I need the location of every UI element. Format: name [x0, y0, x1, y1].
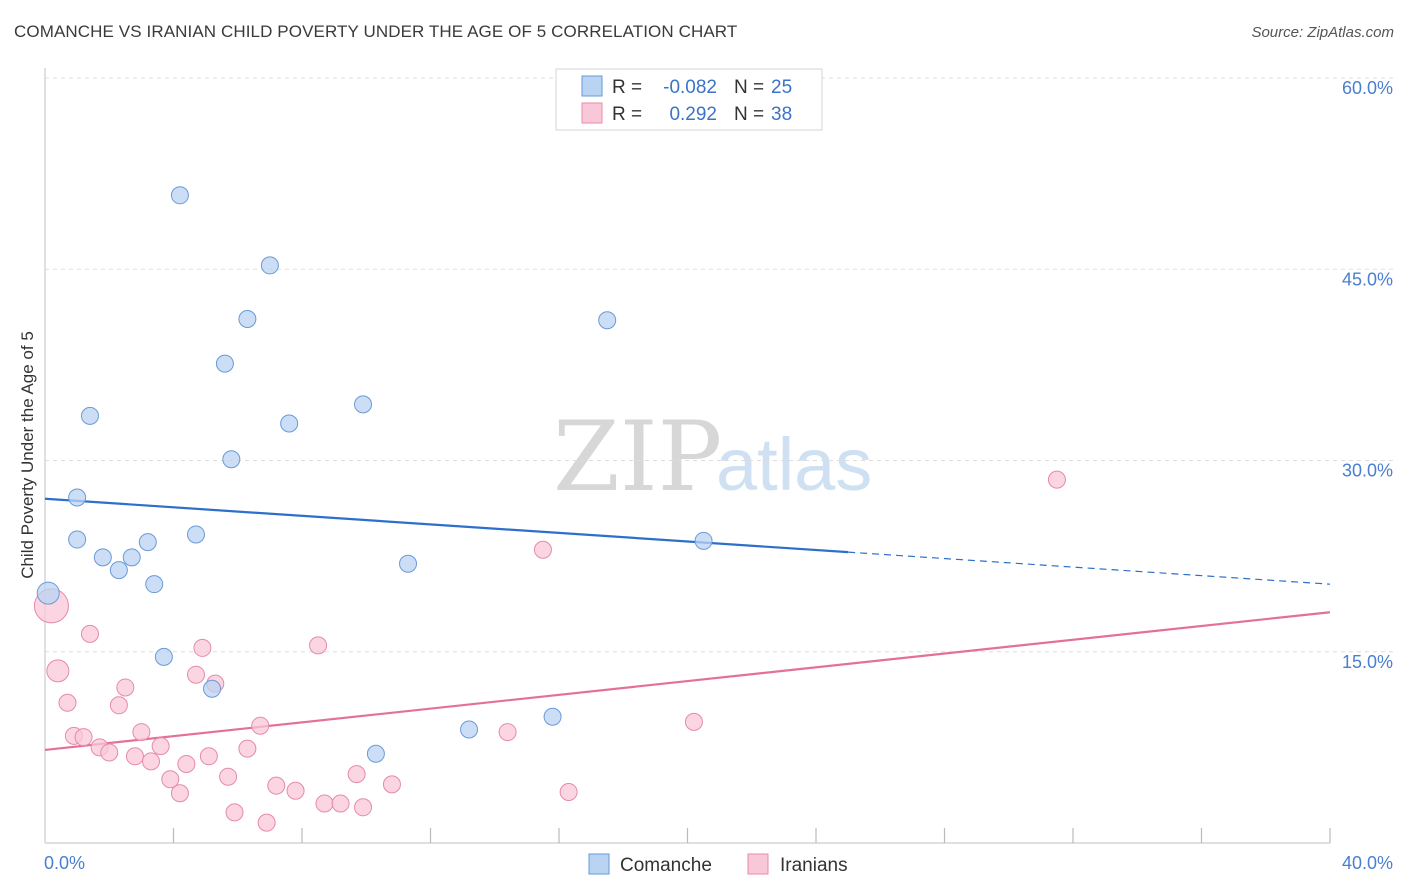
legend-comanche-n-value: 25: [771, 77, 792, 98]
iranians-point-8: [109, 696, 128, 715]
legend-iranians-r-label: R =: [612, 104, 642, 125]
comanche-point-3: [80, 406, 99, 425]
iranians-point-21: [219, 767, 238, 786]
grid-lines: [45, 77, 1393, 653]
iranians-point-1: [46, 659, 70, 683]
legend-comanche-swatch: [581, 75, 603, 97]
y-tick-label-45: 45.0%: [1342, 269, 1393, 289]
watermark-atlas: atlas: [716, 423, 872, 506]
comanche-point-19: [366, 744, 385, 763]
iranians-point-22: [225, 803, 244, 822]
bottom-legend-comanche-swatch: [588, 853, 610, 875]
iranians-point-28: [309, 636, 328, 655]
iranians-point-15: [170, 784, 189, 803]
comanche-point-0: [36, 581, 60, 605]
iranians-point-2: [58, 693, 77, 712]
comanche-point-4: [93, 548, 112, 567]
bottom-legend-iranians-label: Iranians: [780, 855, 848, 876]
comanche-point-5: [109, 561, 128, 580]
iranians-point-14: [161, 770, 180, 789]
iranians-point-36: [559, 783, 578, 801]
x-tick-label-min: 0.0%: [44, 853, 85, 873]
iranians-point-10: [125, 747, 144, 766]
comanche-point-17: [280, 414, 299, 433]
watermark-zip: ZIP: [553, 401, 722, 513]
y-tick-label-60: 60.0%: [1342, 78, 1393, 98]
legend-comanche-r-label: R =: [612, 77, 642, 98]
chart-title: COMANCHE VS IRANIAN CHILD POVERTY UNDER …: [14, 22, 738, 41]
bottom-legend-iranians-swatch: [747, 853, 769, 875]
iranians-point-7: [100, 743, 119, 762]
comanche-point-8: [145, 575, 164, 594]
iranians-point-19: [199, 747, 218, 766]
comanche-point-13: [215, 354, 234, 373]
iranians-point-25: [257, 813, 276, 832]
iranians-point-35: [533, 540, 552, 559]
iranians-point-9: [116, 678, 135, 697]
comanche-point-10: [170, 186, 189, 205]
comanche-point-23: [598, 311, 617, 330]
iranians-point-24: [251, 716, 270, 735]
comanche-point-16: [260, 256, 279, 275]
x-ticks: [172, 828, 1331, 843]
comanche-points: [36, 186, 713, 763]
comanche-trend-solid: [44, 497, 849, 554]
comanche-point-20: [399, 554, 418, 573]
comanche-point-1: [68, 530, 87, 549]
comanche-point-12: [203, 679, 222, 698]
iranians-point-5: [80, 624, 99, 643]
iranians-point-27: [286, 781, 305, 800]
comanche-point-6: [122, 548, 141, 567]
y-tick-label-30: 30.0%: [1342, 461, 1393, 481]
comanche-point-14: [222, 450, 241, 469]
comanche-point-18: [354, 395, 373, 414]
comanche-point-2: [68, 488, 87, 507]
iranians-point-4: [74, 728, 93, 747]
iranians-point-16: [177, 754, 196, 773]
iranians-point-11: [132, 723, 151, 742]
iranians-points: [33, 470, 1066, 832]
iranians-point-18: [193, 638, 212, 657]
bottom-legend-comanche-label: Comanche: [620, 855, 712, 876]
iranians-point-13: [151, 737, 170, 756]
y-axis-label: Child Poverty Under the Age of 5: [18, 331, 37, 579]
comanche-point-22: [543, 707, 562, 726]
iranians-point-34: [498, 723, 517, 742]
iranians-point-31: [347, 765, 366, 784]
iranians-point-30: [331, 794, 350, 813]
iranians-trend: [44, 611, 1331, 752]
legend-iranians-n-value: 38: [771, 104, 792, 125]
source-label: Source: ZipAtlas.com: [1251, 24, 1394, 41]
iranians-point-29: [315, 794, 334, 813]
legend-comanche-n-label: N =: [734, 77, 764, 98]
series-legend: Comanche Iranians: [588, 853, 848, 876]
comanche-point-11: [186, 525, 205, 544]
y-tick-label-15: 15.0%: [1342, 652, 1393, 672]
comanche-point-21: [460, 720, 479, 739]
comanche-trend-dashed: [848, 551, 1331, 585]
iranians-point-23: [238, 739, 257, 758]
correlation-legend: R = -0.082 N = 25 R = 0.292 N = 38: [555, 68, 823, 131]
iranians-point-32: [354, 798, 373, 817]
comanche-point-15: [238, 309, 257, 328]
comanche-point-7: [138, 533, 157, 552]
legend-iranians-n-label: N =: [734, 104, 764, 125]
legend-iranians-swatch: [581, 102, 603, 124]
iranians-point-38: [1047, 470, 1066, 489]
iranians-point-26: [267, 776, 286, 795]
trend-lines: [44, 497, 1331, 752]
y-tick-labels: 15.0% 30.0% 45.0% 60.0%: [1342, 78, 1393, 672]
comanche-point-9: [154, 647, 173, 666]
iranians-point-37: [684, 712, 703, 731]
iranians-point-33: [382, 775, 401, 794]
x-tick-label-max: 40.0%: [1342, 853, 1393, 873]
comanche-point-24: [694, 531, 713, 550]
iranians-point-12: [142, 752, 161, 771]
legend-iranians-r-value: 0.292: [669, 104, 717, 125]
iranians-point-17: [186, 665, 205, 684]
legend-comanche-r-value: -0.082: [663, 77, 717, 98]
